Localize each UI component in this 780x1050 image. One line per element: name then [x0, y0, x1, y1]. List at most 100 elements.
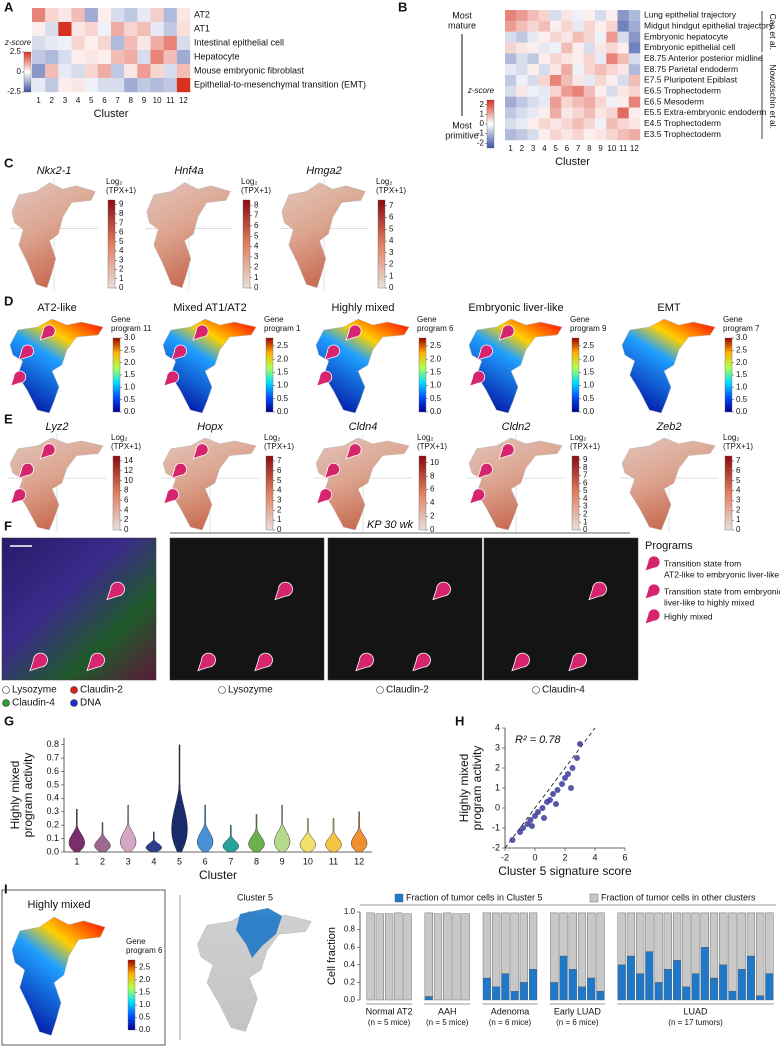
heatmap-cell — [163, 22, 178, 37]
heatmap-cell — [150, 8, 164, 23]
heatmap-cell — [505, 118, 517, 130]
heatmap-cell — [137, 8, 151, 23]
y-axis-label: Cell fraction — [326, 927, 338, 985]
point — [569, 765, 576, 771]
heatmap-cell — [595, 129, 607, 141]
heatmap-cell — [550, 107, 562, 119]
point — [529, 823, 535, 829]
panel-title: Highly mixed — [332, 302, 395, 314]
point — [568, 785, 574, 791]
heatmap-cell — [572, 96, 584, 108]
program-marker — [432, 581, 451, 601]
program-marker — [17, 462, 34, 479]
colorbar — [571, 337, 580, 413]
colorbar — [127, 959, 136, 1031]
colorbar-tick-label: 1.5 — [139, 988, 151, 997]
colorbar-title: Log₂ — [264, 433, 280, 442]
colorbar-tick-label: 6 — [736, 466, 741, 475]
colorbar-title: program 7 — [723, 324, 760, 333]
colorbar-tick-label: 14 — [124, 456, 133, 465]
colorbar — [724, 455, 733, 531]
heatmap-cell — [628, 96, 641, 108]
panel-frame — [1, 889, 166, 1046]
bar-segment — [654, 912, 663, 983]
group-label: AAH — [438, 1006, 457, 1016]
heatmap-cell — [595, 85, 607, 97]
bar-segment — [492, 912, 501, 988]
row-label: Hepatocyte — [194, 51, 240, 61]
caption-label: Claudin-2 — [80, 685, 123, 696]
heatmap-cell — [32, 22, 46, 37]
colorbar-title: (TPX+1) — [417, 442, 447, 451]
program-marker — [39, 324, 56, 341]
point — [539, 805, 546, 811]
bar-segment — [559, 912, 568, 957]
colorbar-tick-label: 0.0 — [583, 407, 595, 416]
heatmap-cell — [176, 78, 191, 93]
y-tick-label: 1.0 — [344, 907, 356, 916]
colorbar-tick-label: 6 — [430, 485, 435, 494]
bar-segment — [528, 912, 538, 970]
colorbar-tick-label: 4 — [389, 236, 394, 245]
row-label: AT2 — [194, 9, 210, 19]
heatmap-cell — [516, 96, 528, 108]
colorbar-tick-label: 6 — [254, 221, 259, 230]
axis-annotation: Most — [452, 120, 472, 130]
heatmap-cell — [628, 107, 641, 119]
point — [577, 741, 583, 747]
heatmap-cell — [572, 129, 584, 141]
heatmap-cell — [516, 64, 528, 76]
heatmap-cell — [176, 8, 191, 23]
heatmap-cell — [71, 64, 85, 79]
bar-segment — [366, 912, 375, 1001]
heatmap-cell — [550, 96, 562, 108]
heatmap-cell — [45, 78, 59, 93]
heatmap-cell — [84, 8, 99, 23]
bar-segment — [672, 912, 682, 961]
heatmap-cell — [572, 10, 584, 22]
legend-label: liver-like to highly mixed — [664, 597, 754, 607]
colorbar-tick-label: 2.0 — [430, 354, 442, 363]
colorbar-title: (TPX+1) — [570, 442, 600, 451]
legend-title: Programs — [645, 540, 693, 552]
colorbar-tick-label: 1.5 — [277, 367, 289, 376]
colorbar-tick-label: 1 — [389, 271, 394, 280]
colorbar-tick-label: 4 — [736, 486, 741, 495]
row-label: E6.5 Mesoderm — [644, 96, 704, 106]
heatmap-cell — [527, 64, 539, 76]
heatmap-cell — [45, 50, 59, 65]
program-marker — [469, 488, 486, 505]
bar-segment — [626, 912, 636, 957]
heatmap-cell — [561, 107, 573, 119]
heatmap-cell — [527, 118, 539, 130]
heatmap-cell — [505, 64, 517, 76]
row-label: Intestinal epithelial cell — [194, 37, 284, 47]
heatmap-cell — [606, 75, 618, 87]
colorbar-tick-label: 1.0 — [583, 381, 595, 390]
program-marker — [163, 488, 180, 505]
heatmap-cell — [58, 22, 72, 37]
heatmap-cell — [595, 107, 607, 119]
micrograph — [169, 537, 325, 681]
violin — [299, 818, 317, 853]
heatmap-cell — [137, 22, 151, 37]
heatmap-cell — [97, 78, 112, 93]
heatmap-cell — [583, 53, 596, 65]
violin — [325, 818, 342, 853]
colorbar-tick-label: 3 — [119, 255, 124, 264]
colorbar-tick-label: 4 — [430, 498, 435, 507]
bar-segment — [510, 991, 519, 1001]
heatmap-cell — [628, 64, 641, 76]
x-tick-label: 0 — [532, 852, 537, 862]
heatmap-cell — [550, 10, 562, 22]
heatmap-cell — [628, 53, 641, 65]
colorbar-tick-label: 2 — [119, 265, 124, 274]
heatmap-cell — [628, 10, 641, 22]
bar-segment — [746, 912, 756, 957]
legend-label: Transition state from embryonic — [664, 586, 780, 596]
program-marker — [511, 652, 530, 672]
heatmap-cell — [595, 42, 607, 54]
column-label: 6 — [565, 144, 570, 153]
caption-swatch — [218, 686, 226, 694]
